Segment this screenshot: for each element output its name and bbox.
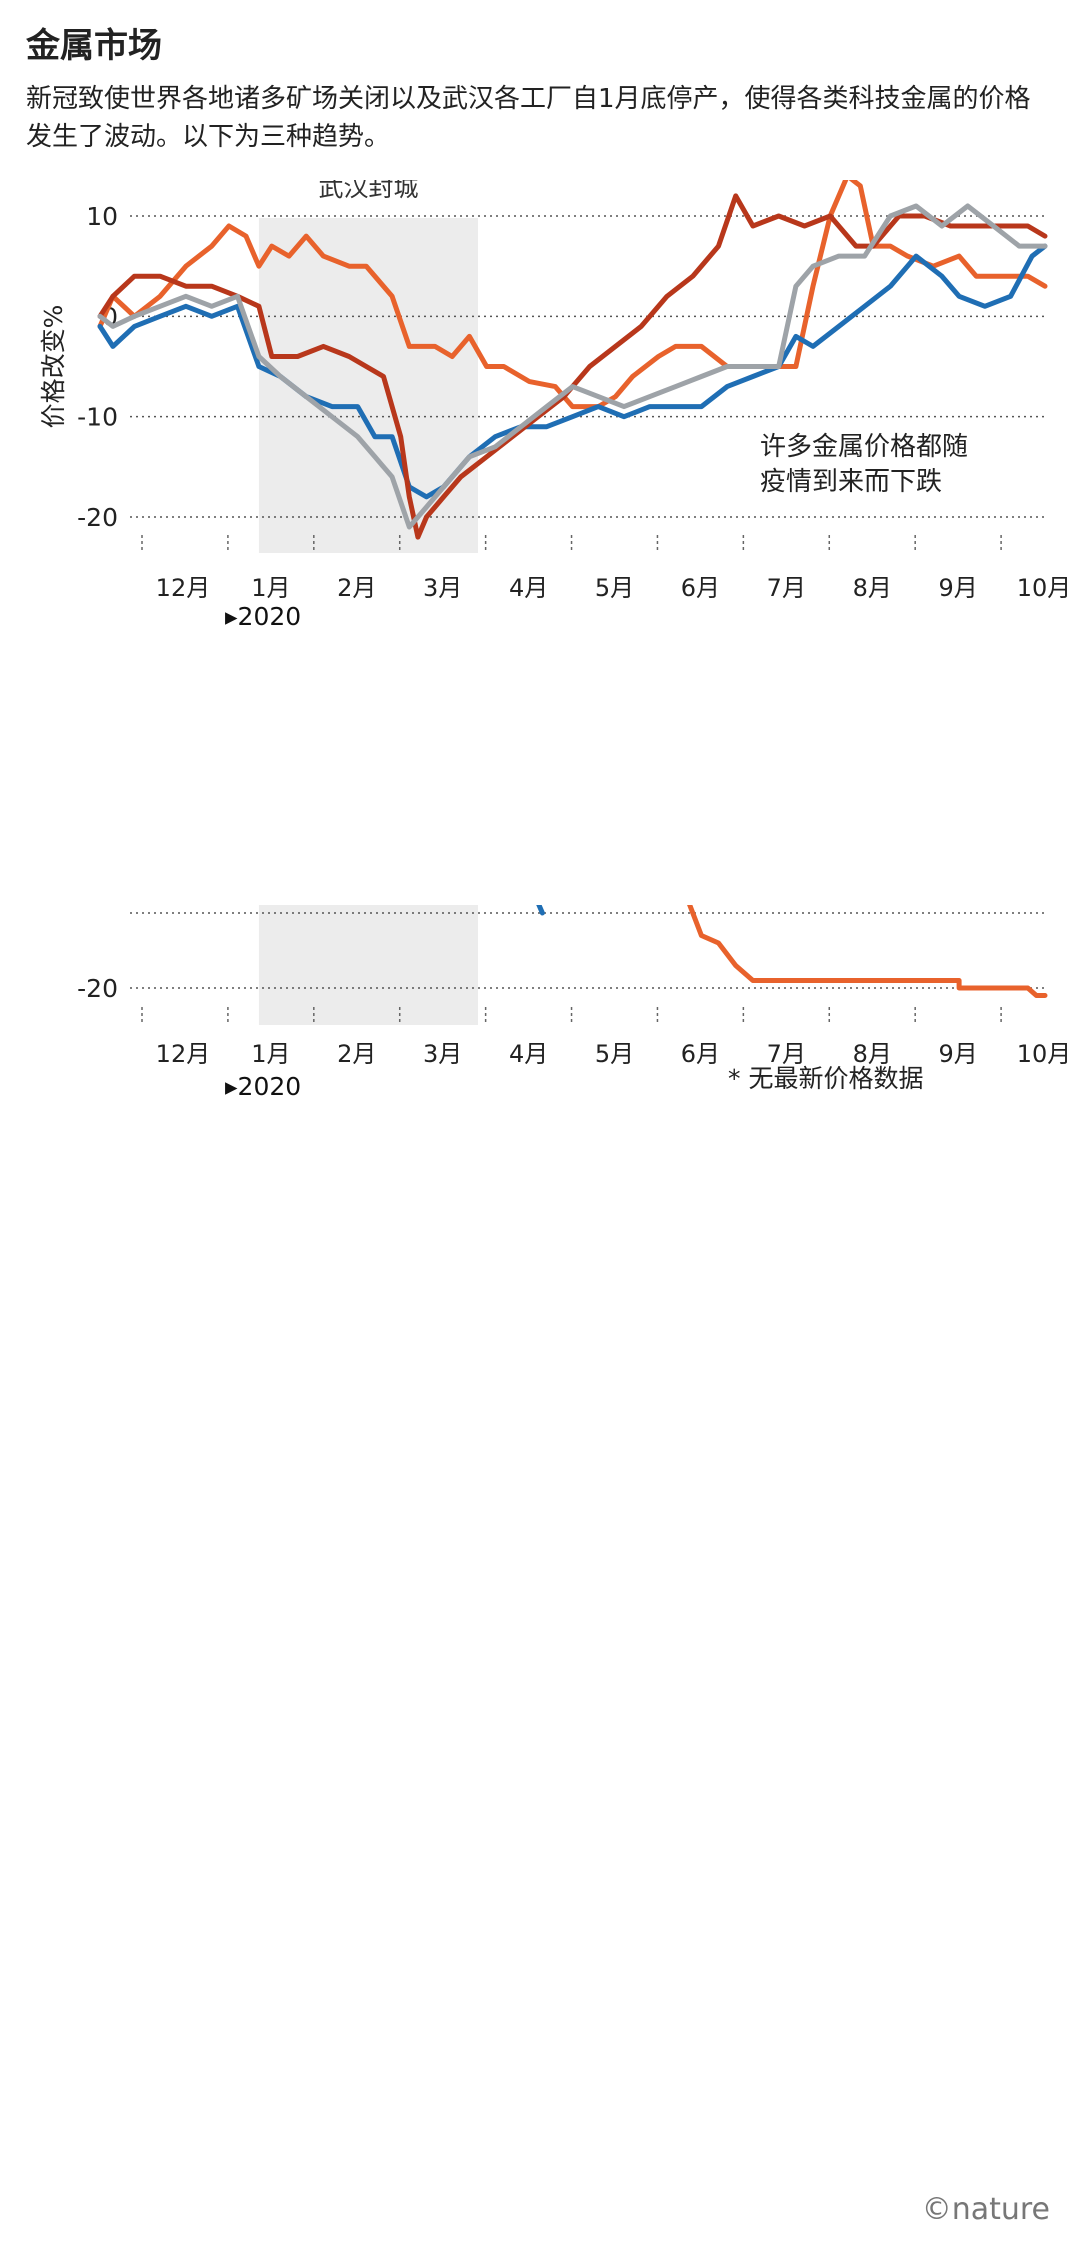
series-9502 — [687, 905, 1048, 998]
y-tick-label: 10 — [86, 202, 118, 231]
x-tick-label: 2月 — [337, 1040, 376, 1068]
x-tick-label: 2月 — [337, 574, 376, 602]
y-axis-label: 价格改变% — [39, 305, 68, 429]
x-tick-label: 10月 — [1017, 574, 1072, 602]
x-tick-label: 7月 — [767, 1040, 806, 1068]
x-tick-label: 12月 — [156, 1040, 211, 1068]
x-tick-label: 12月 — [156, 574, 211, 602]
y-tick-label: -20 — [77, 974, 118, 1003]
footnote: * 无最新价格数据 — [728, 1064, 923, 1093]
x-tick-label: 1月 — [251, 574, 290, 602]
x-tick-label: 4月 — [509, 1040, 548, 1068]
y-tick-label: -20 — [77, 503, 118, 532]
x-tick-label: 9月 — [938, 574, 977, 602]
x-tick-label: 1月 — [251, 1040, 290, 1068]
x-tick-label: 8月 — [853, 1040, 892, 1068]
x-tick-label: 8月 — [853, 574, 892, 602]
year-label: ▸2020 — [225, 602, 301, 631]
series-950c — [97, 203, 1048, 530]
lockdown-label: 武汉封城 — [318, 180, 418, 202]
chart-ev-metals: 200-20价格改变%12月1月2月3月4月5月6月7月8月9月10月▸2020… — [77, 905, 1072, 1101]
year-label: ▸2020 — [225, 1072, 301, 1101]
page-title: 金属市场 — [26, 26, 162, 66]
x-tick-label: 6月 — [681, 574, 720, 602]
annotation-line: 许多金属价格都随 — [760, 432, 968, 462]
x-tick-label: 6月 — [681, 1040, 720, 1068]
x-tick-label: 5月 — [595, 1040, 634, 1068]
x-tick-label: 4月 — [509, 574, 548, 602]
chart-semiconductor-metals: 40200-20价格改变%12月1月2月3月4月5月6月7月8月9月10月▸20… — [0, 1580, 1080, 2220]
lockdown-shade — [258, 905, 478, 1025]
annotation-line: 疫情到来而下跌 — [760, 467, 942, 497]
x-tick-label: 10月 — [1017, 1040, 1072, 1068]
page-subtitle: 新冠致使世界各地诸多矿场关闭以及武汉各工厂自1月底停产，使得各类科技金属的价格发… — [26, 84, 1031, 152]
x-tick-label: 3月 — [423, 1040, 462, 1068]
y-tick-label: -10 — [77, 403, 118, 432]
x-tick-label: 5月 — [595, 574, 634, 602]
nature-credit: ©nature — [921, 2192, 1050, 2227]
x-tick-label: 7月 — [767, 574, 806, 602]
x-tick-label: 9月 — [938, 1040, 977, 1068]
series-954d — [97, 243, 1048, 500]
x-tick-label: 3月 — [423, 574, 462, 602]
